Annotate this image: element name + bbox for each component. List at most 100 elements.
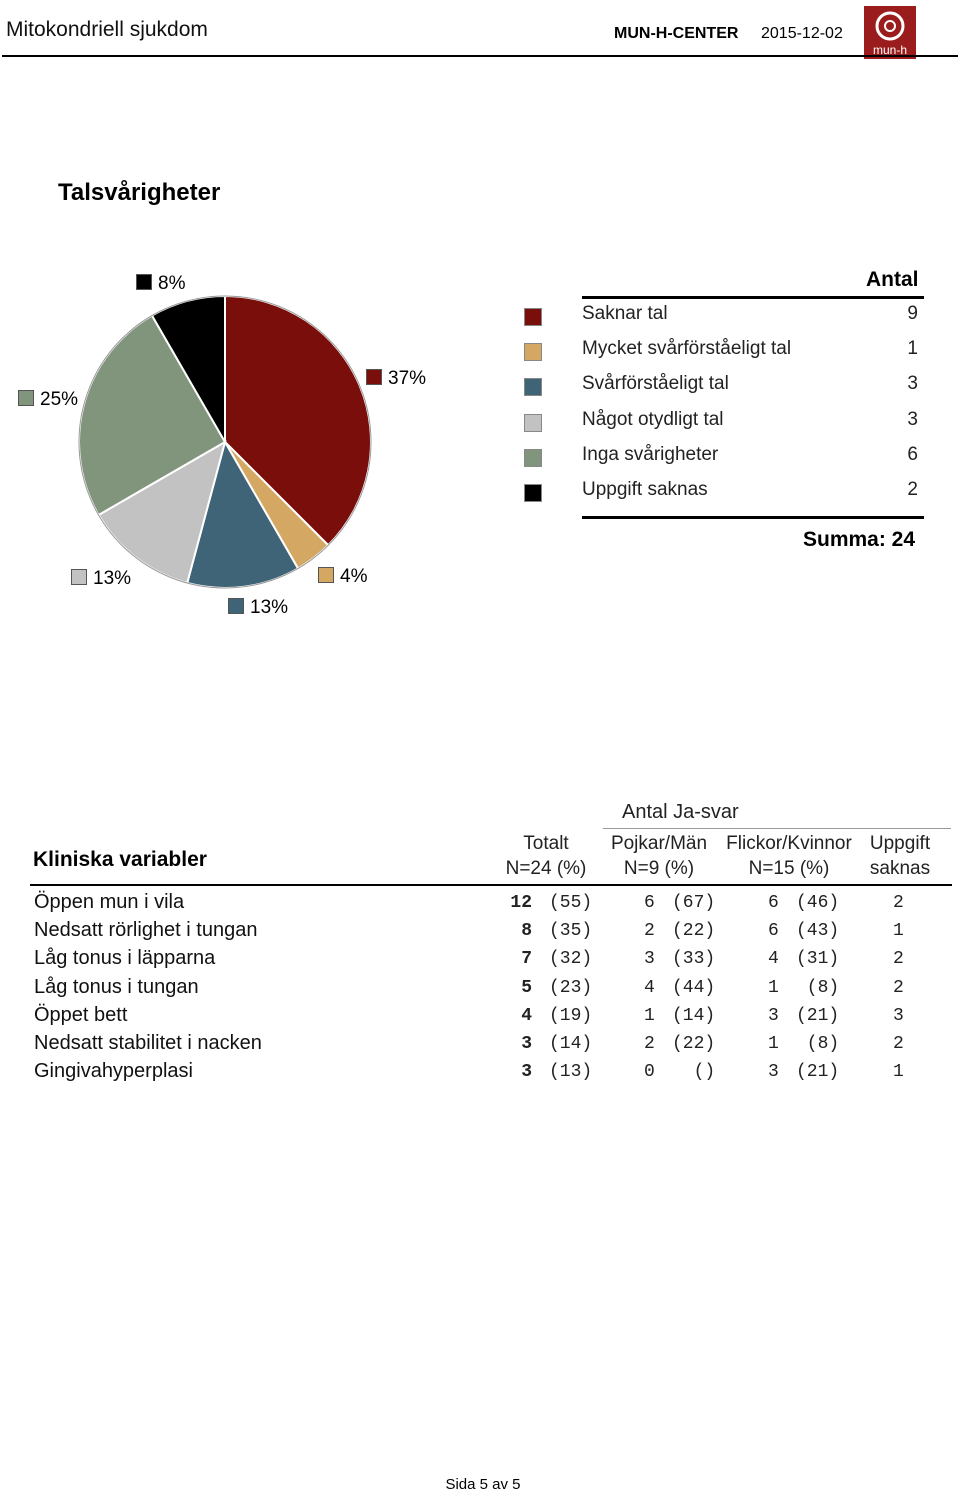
pie-percent-text: 8%: [158, 273, 186, 294]
cell-girls: 3: [768, 1005, 779, 1026]
cell-missing: 2: [893, 977, 904, 998]
row-label: Gingivahyperplasi: [34, 1060, 193, 1083]
col-header-boys: Pojkar/Män N=9 (%): [603, 831, 715, 881]
col-header-girls-2: N=15 (%): [748, 858, 830, 879]
cell-total: 12: [510, 893, 532, 913]
pie-percent-label: 37%: [366, 368, 426, 390]
legend-sum: Summa: 24: [803, 528, 916, 551]
col-header-total-1: Totalt: [523, 833, 569, 854]
row-label: Låg tonus i läpparna: [34, 947, 216, 970]
legend-swatch: [524, 413, 542, 432]
legend-count: 9: [907, 303, 918, 324]
legend-label: Saknar tal: [582, 303, 668, 324]
cell-total-pct: (35): [549, 921, 593, 942]
header-rule: [2, 55, 958, 57]
pie-percent-label: 13%: [228, 597, 288, 619]
pie-label-swatch: [228, 598, 244, 614]
legend-row: Mycket svårförståeligt tal 1: [0, 335, 960, 370]
legend-count: 1: [907, 338, 918, 360]
cell-boys: 0: [644, 1062, 655, 1083]
table-row: Låg tonus i läpparna 7 (32) 3 (33) 4 (31) 2: [0, 945, 960, 973]
col-header-missing-2: saknas: [869, 858, 931, 879]
col-header-total: Totalt N=24 (%): [490, 831, 602, 881]
cell-girls-pct: (46): [796, 893, 840, 913]
cell-missing: 1: [893, 921, 904, 942]
legend-header: Antal: [866, 268, 919, 291]
pie-label-swatch: [18, 390, 34, 406]
cell-girls: 1: [768, 1034, 779, 1054]
cell-girls: 1: [768, 977, 779, 998]
cell-total-pct: (23): [549, 977, 593, 998]
legend-bottom-rule: [582, 516, 924, 519]
col-header-missing: Uppgift saknas: [860, 831, 940, 881]
legend-row: Saknar tal 9: [0, 300, 960, 335]
cell-total-pct: (32): [549, 949, 593, 970]
cell-boys-pct: (22): [672, 1034, 716, 1054]
table-row: Öppet bett 4 (19) 1 (14) 3 (21) 3: [0, 1002, 960, 1030]
pie-outline: [78, 295, 372, 589]
cell-boys-pct: (): [672, 1062, 716, 1083]
pie-label-swatch: [318, 567, 334, 583]
pie-percent-text: 13%: [250, 597, 289, 618]
legend-label: Mycket svårförståeligt tal: [582, 338, 792, 360]
col-header-missing-1: Uppgift: [869, 833, 931, 854]
cell-girls-pct: (8): [796, 977, 840, 998]
cell-total: 3: [521, 1062, 532, 1083]
row-label: Öppet bett: [34, 1003, 128, 1026]
cell-girls: 4: [768, 949, 779, 970]
legend-row: Svårförståeligt tal 3: [0, 370, 960, 405]
col-header-girls: Flickor/Kvinnor N=15 (%): [718, 831, 860, 881]
legend-row: Inga svårigheter 6: [0, 441, 960, 476]
legend-count: 6: [907, 443, 918, 465]
table-row: Öppen mun i vila 12 (55) 6 (67) 6 (46) 2: [0, 889, 960, 917]
cell-missing: 3: [893, 1005, 904, 1026]
legend-label: Uppgift saknas: [582, 479, 708, 500]
col-header-boys-2: N=9 (%): [623, 858, 695, 879]
pie-label-swatch: [136, 274, 152, 290]
cell-total-pct: (13): [549, 1062, 593, 1083]
document-title: Mitokondriell sjukdom: [6, 18, 208, 41]
cell-boys: 6: [644, 893, 655, 913]
row-label: Öppen mun i vila: [34, 891, 185, 913]
pie-percent-label: 4%: [318, 566, 367, 588]
cell-total: 3: [521, 1034, 532, 1054]
cell-total: 4: [521, 1005, 532, 1026]
table-row: Gingivahyperplasi 3 (13) 0 () 3 (21) 1: [0, 1058, 960, 1086]
pie-percent-text: 13%: [93, 568, 132, 589]
cell-boys: 2: [644, 921, 655, 942]
table-row: Nedsatt stabilitet i nacken 3 (14) 2 (22) 1 (…: [0, 1030, 960, 1058]
cell-boys-pct: (14): [672, 1005, 716, 1026]
cell-girls: 6: [768, 921, 779, 942]
center-name: MUN-H-CENTER: [614, 25, 739, 42]
pie-percent-text: 37%: [388, 368, 427, 389]
legend-swatch: [524, 484, 542, 502]
cell-boys: 2: [644, 1034, 655, 1054]
legend-swatch: [524, 308, 542, 326]
logo-text: mun-h: [872, 43, 907, 57]
table-row: Nedsatt rörlighet i tungan 8 (35) 2 (22) 6 (43…: [0, 917, 960, 945]
cell-boys: 4: [644, 977, 655, 998]
cell-girls: 3: [768, 1062, 779, 1083]
pie-percent-label: 25%: [18, 389, 78, 411]
legend-count: 3: [907, 408, 918, 430]
legend-label: Svårförståeligt tal: [582, 373, 729, 395]
cell-girls-pct: (31): [796, 949, 840, 970]
cell-boys-pct: (44): [672, 977, 716, 998]
cell-total-pct: (55): [549, 893, 593, 913]
cell-boys-pct: (67): [672, 893, 716, 913]
cell-total: 7: [521, 949, 532, 970]
legend-row: Uppgift saknas 2: [0, 476, 960, 511]
cell-total-pct: (19): [549, 1005, 593, 1026]
legend-label: Något otydligt tal: [582, 408, 724, 430]
row-label: Låg tonus i tungan: [34, 975, 199, 998]
pie-percent-text: 25%: [40, 389, 79, 410]
cell-girls-pct: (21): [796, 1062, 840, 1083]
cell-missing: 1: [893, 1062, 904, 1083]
row-label: Nedsatt rörlighet i tungan: [34, 919, 258, 942]
cell-girls: 6: [768, 893, 779, 913]
group-header-rule: [603, 828, 951, 829]
legend-top-rule: [582, 296, 924, 299]
legend-swatch: [524, 343, 542, 362]
pie-chart: [78, 294, 372, 589]
cell-total-pct: (14): [549, 1034, 593, 1054]
